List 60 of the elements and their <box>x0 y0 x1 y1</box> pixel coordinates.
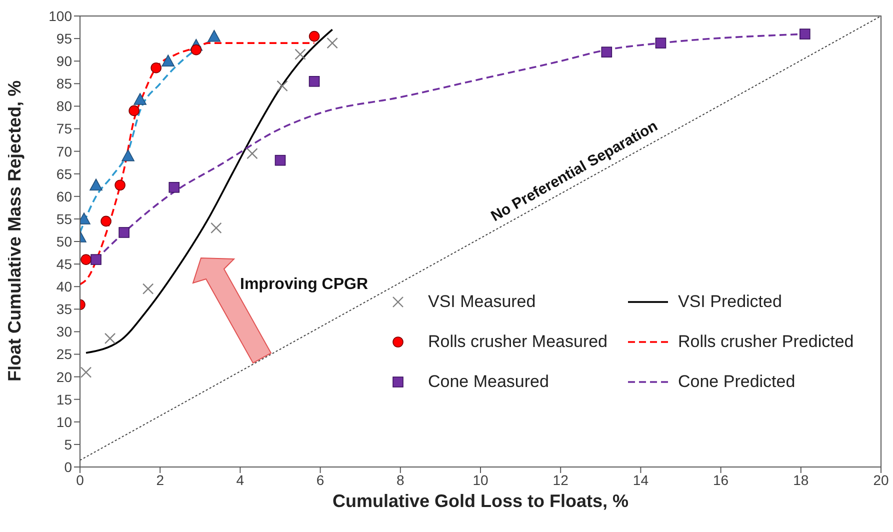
x-tick-label: 8 <box>396 472 404 488</box>
point <box>90 254 102 265</box>
y-tick-label: 90 <box>56 53 72 70</box>
point <box>162 54 175 66</box>
y-tick-label: 20 <box>56 368 72 385</box>
x-tick-label: 16 <box>713 472 729 488</box>
legend-label: VSI Predicted <box>678 292 782 312</box>
point <box>601 46 612 58</box>
y-tick-label: 65 <box>56 166 72 182</box>
legend-label: Cone Predicted <box>678 372 796 392</box>
y-tick-label: 25 <box>56 346 72 362</box>
x-tick-label: 0 <box>76 472 84 488</box>
point <box>122 149 134 162</box>
point <box>90 178 102 191</box>
y-tick-label: 80 <box>56 98 72 114</box>
legend-label: Cone Measured <box>428 372 549 392</box>
point <box>150 62 162 74</box>
point <box>190 44 202 56</box>
x-axis-title: Cumulative Gold Loss to Floats, % <box>331 491 630 512</box>
y-tick-label: 75 <box>56 120 72 137</box>
x-tick-label: 14 <box>632 472 649 488</box>
x-tick-label: 10 <box>472 472 488 488</box>
point <box>118 227 130 238</box>
point <box>128 105 140 116</box>
y-tick-label: 15 <box>56 391 72 408</box>
x-tick-label: 6 <box>316 472 324 488</box>
point <box>114 180 126 191</box>
annotation: Improving CPGR <box>240 276 368 293</box>
legend-label: Rolls crusher Predicted <box>678 332 854 352</box>
y-tick-label: 5 <box>64 436 72 452</box>
point <box>308 76 320 87</box>
legend-label: Rolls crusher Measured <box>428 332 608 352</box>
x-tick-label: 12 <box>552 472 569 488</box>
legend-label: VSI Measured <box>428 292 536 312</box>
x-tick-label: 20 <box>873 472 889 488</box>
x-tick-label: 4 <box>236 472 244 488</box>
y-tick-label: 95 <box>56 30 72 47</box>
point <box>134 93 146 105</box>
point <box>208 30 221 42</box>
y-tick-label: 70 <box>56 143 72 160</box>
y-tick-label: 0 <box>64 458 72 475</box>
point <box>655 38 666 48</box>
x-tick-label: 18 <box>793 472 809 488</box>
y-tick-label: 35 <box>56 301 72 318</box>
y-tick-label: 30 <box>56 324 72 340</box>
y-tick-label: 85 <box>56 76 72 92</box>
point <box>274 154 286 166</box>
point <box>100 216 112 227</box>
y-tick-label: 60 <box>56 188 72 204</box>
y-tick-label: 50 <box>56 233 72 250</box>
point <box>168 182 180 193</box>
y-tick-label: 45 <box>56 256 72 272</box>
point <box>800 28 810 40</box>
y-tick-label: 100 <box>48 8 72 24</box>
y-tick-label: 10 <box>56 414 72 430</box>
y-tick-label: 55 <box>56 210 72 227</box>
point <box>308 30 320 42</box>
x-tick-label: 2 <box>156 472 164 488</box>
point <box>80 254 92 265</box>
y-tick-label: 40 <box>56 278 72 295</box>
